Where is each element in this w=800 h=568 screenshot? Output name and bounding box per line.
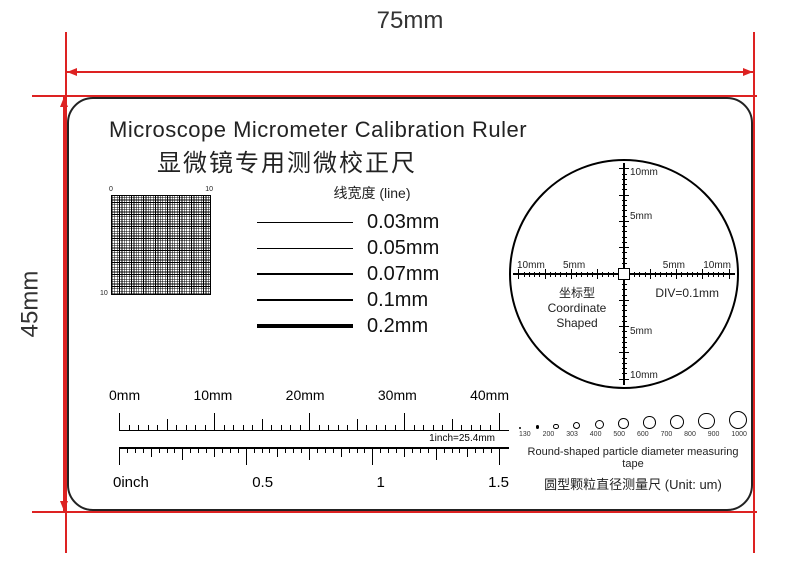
line-sample bbox=[257, 273, 353, 275]
particle-circle bbox=[643, 416, 656, 429]
reticle-label: 5mm bbox=[663, 260, 685, 271]
line-width-row: 0.05mm bbox=[257, 235, 487, 261]
reticle-label: 10mm bbox=[630, 370, 658, 381]
line-width-value: 0.2mm bbox=[367, 315, 428, 338]
grid-label-bl: 10 bbox=[100, 290, 108, 297]
line-sample bbox=[257, 248, 353, 249]
particle-circle bbox=[670, 415, 684, 429]
reticle-label: 10mm bbox=[630, 167, 658, 178]
ruler-inch-label: 0inch bbox=[113, 474, 149, 491]
calibration-grid: 0 10 10 bbox=[111, 195, 211, 295]
particle-value: 303 bbox=[566, 431, 578, 438]
dimension-height: 45mm bbox=[35, 95, 65, 513]
particle-value: 1000 bbox=[731, 431, 747, 438]
line-width-value: 0.07mm bbox=[367, 263, 439, 286]
ruler-inch-label: 1 bbox=[376, 474, 384, 491]
particle-value: 400 bbox=[590, 431, 602, 438]
ruler-inch: 0inch0.511.5 bbox=[119, 447, 499, 491]
particle-value: 500 bbox=[613, 431, 625, 438]
particle-caption-en: Round-shaped particle diameter measuring… bbox=[519, 446, 747, 470]
line-sample bbox=[257, 324, 353, 328]
line-width-value: 0.05mm bbox=[367, 237, 439, 260]
particle-value: 900 bbox=[708, 431, 720, 438]
reticle-center bbox=[618, 268, 630, 280]
reticle-div-label: DIV=0.1mm bbox=[655, 286, 719, 301]
particle-circle bbox=[729, 411, 747, 429]
particle-circle bbox=[519, 427, 521, 429]
ruler-mm-label: 20mm bbox=[286, 387, 325, 403]
title-english: Microscope Micrometer Calibration Ruler bbox=[109, 117, 527, 143]
ruler-mm-label: 40mm bbox=[470, 387, 509, 403]
title-chinese: 显微镜专用测微校正尺 bbox=[157, 143, 417, 178]
particle-value: 200 bbox=[543, 431, 555, 438]
particle-circle bbox=[595, 420, 604, 429]
diagram-root: 75mm 45mm Microscope Micrometer Calibrat… bbox=[0, 0, 800, 568]
coordinate-reticle: 10mm 5mm 10mm 5mm 10mm 5mm 10mm 5mm 坐标型 … bbox=[509, 159, 739, 389]
ruler-millimeter: 0mm10mm20mm30mm40mm bbox=[119, 387, 499, 431]
line-sample bbox=[257, 222, 353, 223]
reticle-label: 5mm bbox=[630, 211, 652, 222]
ruler-mm-label: 10mm bbox=[193, 387, 232, 403]
line-width-row: 0.1mm bbox=[257, 287, 487, 313]
line-width-row: 0.07mm bbox=[257, 261, 487, 287]
grid-label-tr: 10 bbox=[205, 186, 213, 193]
particle-scale: 130 200 303 400 500 600 700 800 900 1000 Round-sh… bbox=[519, 407, 747, 493]
particle-caption-cn: 圆型颗粒直径测量尺 (Unit: um) bbox=[519, 474, 747, 493]
dim-width-label: 75mm bbox=[65, 7, 755, 35]
ruler-inch-label: 1.5 bbox=[488, 474, 509, 491]
reticle-label: 5mm bbox=[630, 326, 652, 337]
reticle-label: 10mm bbox=[703, 260, 731, 271]
line-sample bbox=[257, 299, 353, 301]
particle-value: 600 bbox=[637, 431, 649, 438]
particle-value: 800 bbox=[684, 431, 696, 438]
particle-circle bbox=[553, 424, 558, 429]
ruler-card: Microscope Micrometer Calibration Ruler … bbox=[67, 97, 753, 511]
line-width-row: 0.03mm bbox=[257, 209, 487, 235]
line-width-value: 0.03mm bbox=[367, 211, 439, 234]
dimension-width: 75mm bbox=[65, 35, 755, 73]
inch-mm-conversion: 1inch=25.4mm bbox=[429, 433, 495, 444]
line-width-row: 0.2mm bbox=[257, 313, 487, 339]
particle-circle bbox=[536, 425, 540, 429]
reticle-caption-left: 坐标型 Coordinate Shaped bbox=[537, 286, 617, 331]
line-width-value: 0.1mm bbox=[367, 289, 428, 312]
particle-value: 700 bbox=[661, 431, 673, 438]
particle-circle bbox=[618, 418, 629, 429]
particle-circle bbox=[573, 422, 580, 429]
dim-height-label: 45mm bbox=[16, 271, 44, 338]
ruler-mm-label: 30mm bbox=[378, 387, 417, 403]
line-width-header: 线宽度 (line) bbox=[257, 183, 487, 203]
particle-value: 130 bbox=[519, 431, 531, 438]
grid-label-tl: 0 bbox=[109, 186, 113, 193]
reticle-label: 10mm bbox=[517, 260, 545, 271]
particle-circle bbox=[698, 413, 714, 429]
ruler-inch-label: 0.5 bbox=[252, 474, 273, 491]
ruler-mm-label: 0mm bbox=[109, 387, 140, 403]
line-width-table: 线宽度 (line) 0.03mm 0.05mm 0.07mm 0.1mm 0.2mm bbox=[257, 183, 487, 339]
reticle-label: 5mm bbox=[563, 260, 585, 271]
